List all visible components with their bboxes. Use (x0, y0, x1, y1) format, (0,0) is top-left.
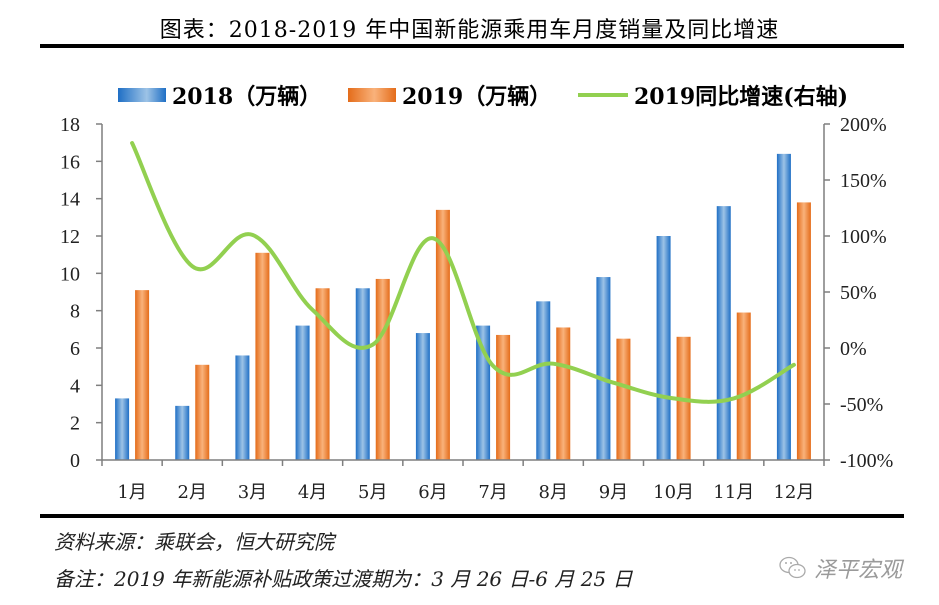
legend-swatch-2019 (348, 88, 396, 102)
bar-2018 (235, 355, 250, 460)
x-axis-tick-label: 11月 (713, 482, 754, 503)
bar-2018 (175, 405, 190, 460)
x-axis-tick-label: 1月 (117, 482, 146, 503)
legend-line-growth (578, 93, 628, 97)
bar-2018 (536, 301, 551, 460)
legend-item-growth: 2019同比增速(右轴) (578, 80, 848, 110)
left-axis-tick-label: 16 (60, 151, 80, 173)
legend: 2018（万辆） 2019（万辆） 2019同比增速(右轴) (0, 80, 939, 110)
x-axis-tick-label: 12月 (773, 482, 814, 503)
left-axis-tick-label: 10 (60, 263, 80, 285)
left-axis-tick-label: 6 (70, 338, 80, 360)
labels-layer: 0 2 4 6 8 10 12 14 16 18 -100% -50% 0% 50% 100% 150% 200… (60, 114, 893, 503)
legend-label-2018: 2018（万辆） (172, 84, 322, 110)
bar-2018 (115, 398, 130, 460)
watermark: 泽平宏观 (778, 552, 902, 584)
chart-plot: 0 2 4 6 8 10 12 14 16 18 -100% -50% 0% 50% 100% 150% 200… (60, 114, 893, 503)
x-axis-tick-label: 7月 (478, 482, 507, 503)
bar-2019 (496, 334, 511, 460)
right-axis-tick-label: 100% (840, 226, 887, 248)
chart-title: 图表：2018-2019 年中国新能源乘用车月度销量及同比增速 (159, 18, 780, 43)
bar-2019 (195, 364, 210, 460)
bar-2018 (716, 206, 731, 460)
bar-2019 (315, 288, 330, 460)
left-axis-tick-label: 2 (70, 413, 80, 435)
legend-item-2019: 2019（万辆） (348, 80, 551, 110)
growth-line-layer (130, 141, 796, 404)
left-axis-tick-label: 12 (60, 226, 80, 248)
x-axis-tick-label: 2月 (178, 482, 207, 503)
axes-layer (96, 123, 830, 466)
legend-label-2019: 2019（万辆） (402, 84, 552, 110)
left-axis-tick-label: 0 (70, 450, 80, 472)
left-axis-tick-label: 18 (60, 114, 80, 136)
x-axis-tick-label: 5月 (358, 482, 387, 503)
source-note: 资料来源：乘联会，恒大研究院 (54, 530, 334, 554)
right-axis-tick-label: 150% (840, 170, 887, 192)
x-axis-tick-label: 3月 (238, 482, 267, 503)
left-axis-tick-label: 14 (60, 189, 80, 211)
remark-note: 备注：2019 年新能源补贴政策过渡期为：3 月 26 日-6 月 25 日 (54, 567, 633, 591)
x-axis-tick-label: 4月 (298, 482, 327, 503)
right-axis-tick-label: -50% (840, 394, 883, 416)
bar-2018 (776, 153, 791, 460)
legend-label-growth: 2019同比增速(右轴) (634, 84, 849, 110)
right-axis-tick-label: 200% (840, 114, 887, 136)
title-rule (40, 44, 904, 48)
left-axis-tick-label: 4 (70, 375, 80, 397)
footer-rule (40, 514, 904, 518)
bar-2019 (616, 338, 631, 460)
bar-2018 (415, 333, 430, 460)
right-axis-tick-label: -100% (840, 450, 893, 472)
legend-swatch-2018 (118, 88, 166, 102)
bar-2019 (796, 202, 811, 460)
right-axis-tick-label: 0% (840, 338, 867, 360)
wechat-icon (779, 556, 806, 579)
bar-2018 (596, 277, 611, 460)
bar-2019 (736, 312, 751, 460)
growth-line (130, 141, 796, 404)
bar-2018 (355, 288, 370, 460)
x-axis-tick-label: 9月 (599, 482, 628, 503)
bar-2018 (656, 236, 671, 460)
right-axis-tick-label: 50% (840, 282, 877, 304)
legend-item-2018: 2018（万辆） (118, 80, 321, 110)
bars-layer (115, 153, 811, 460)
bar-2019 (556, 327, 571, 460)
bar-2019 (375, 278, 390, 460)
x-axis-tick-label: 6月 (418, 482, 447, 503)
bar-2019 (435, 209, 450, 460)
x-axis-tick-label: 10月 (653, 482, 694, 503)
bar-2019 (135, 290, 150, 460)
watermark-text: 泽平宏观 (814, 558, 903, 583)
left-axis-tick-label: 8 (70, 301, 80, 323)
bar-2019 (255, 252, 270, 460)
x-axis-tick-label: 8月 (539, 482, 568, 503)
bar-2018 (295, 325, 310, 460)
